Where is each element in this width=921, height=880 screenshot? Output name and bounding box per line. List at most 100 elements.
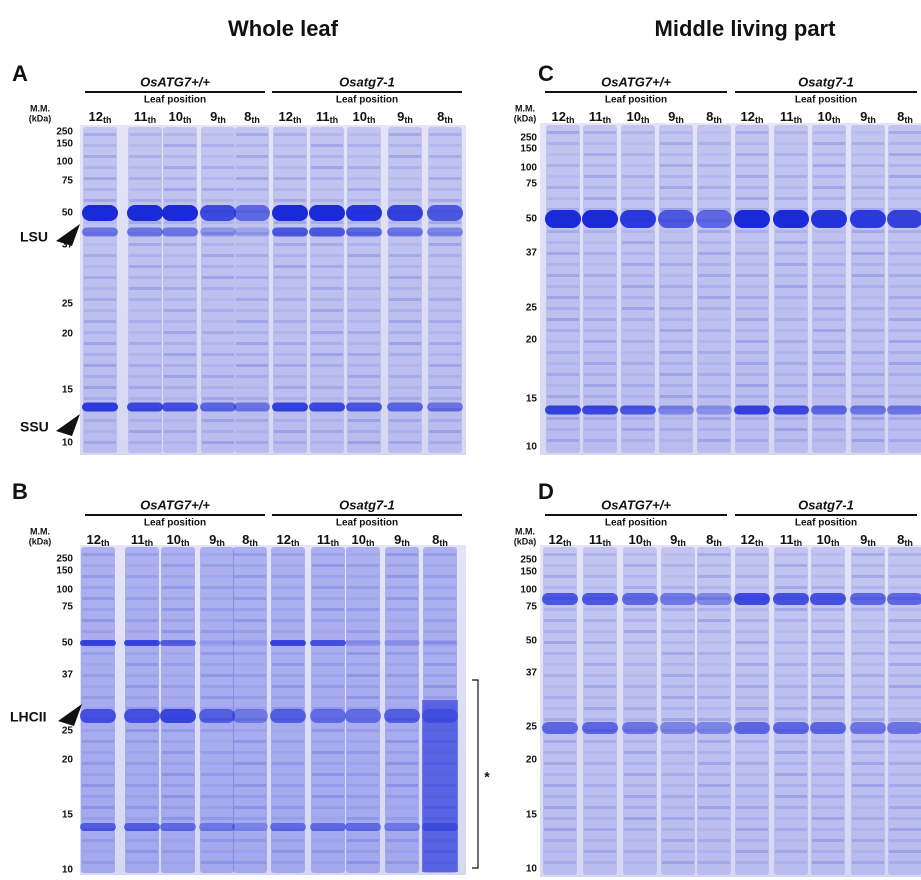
gel-stripe xyxy=(736,674,768,677)
lane-suffix: th xyxy=(291,538,300,548)
gel-stripe xyxy=(126,861,158,864)
gel-stripe xyxy=(164,177,196,180)
gel-stripe xyxy=(272,850,304,853)
gel-stripe xyxy=(852,395,884,398)
unit-label: (kDa) xyxy=(29,113,52,123)
gel-band xyxy=(427,205,463,221)
gel-stripe xyxy=(813,417,845,420)
gel-stripe xyxy=(84,144,116,147)
gel-stripe xyxy=(813,241,845,244)
genotype: OsATG7+/+ xyxy=(140,74,210,89)
marker-label: 15 xyxy=(526,394,538,405)
gel-stripe xyxy=(812,740,844,743)
lane-suffix: th xyxy=(183,115,192,125)
gel-stripe xyxy=(662,751,694,754)
gel-stripe xyxy=(82,586,114,589)
gel-stripe xyxy=(164,342,196,345)
lane-suffix: th xyxy=(216,538,225,548)
gel-stripe xyxy=(348,419,380,422)
gel-stripe xyxy=(544,674,576,677)
gel-band xyxy=(310,640,346,646)
gel-stripe xyxy=(429,177,461,180)
gel-band xyxy=(272,227,308,237)
gel-stripe xyxy=(126,817,158,820)
gel-stripe xyxy=(584,263,616,266)
gel-stripe xyxy=(889,175,921,178)
gel-stripe xyxy=(813,252,845,255)
gel-stripe xyxy=(624,784,656,787)
gel-stripe xyxy=(852,285,884,288)
gel-stripe xyxy=(624,685,656,688)
gel-stripe xyxy=(424,564,456,567)
gel-stripe xyxy=(660,208,692,211)
gel-stripe xyxy=(775,208,807,211)
gel-stripe xyxy=(82,619,114,622)
gel-band xyxy=(427,402,463,412)
gel-stripe xyxy=(775,707,807,710)
gel-band xyxy=(162,227,198,237)
gel-stripe xyxy=(662,817,694,820)
gel-stripe xyxy=(736,641,768,644)
gel-band xyxy=(810,593,846,605)
gel-stripe xyxy=(347,740,379,743)
gel-stripe xyxy=(812,575,844,578)
lane-suffix: th xyxy=(755,538,764,548)
gel-stripe xyxy=(84,243,116,246)
gel-band xyxy=(660,722,696,734)
gel-band xyxy=(345,709,381,723)
marker-label: 250 xyxy=(520,555,537,566)
gel-stripe xyxy=(775,351,807,354)
gel-stripe xyxy=(775,674,807,677)
gel-stripe xyxy=(660,351,692,354)
gel-stripe xyxy=(660,417,692,420)
gel-stripe xyxy=(584,586,616,589)
marker-label: 20 xyxy=(62,329,74,340)
gel-stripe xyxy=(547,362,579,365)
gel-band xyxy=(620,405,656,415)
gel-stripe xyxy=(347,696,379,699)
gel-stripe xyxy=(584,784,616,787)
gel-stripe xyxy=(389,386,421,389)
gel-stripe xyxy=(698,406,730,409)
gel-stripe xyxy=(389,364,421,367)
gel-stripe xyxy=(622,153,654,156)
gel-stripe xyxy=(622,142,654,145)
gel-stripe xyxy=(389,276,421,279)
gel-stripe xyxy=(698,164,730,167)
gel-stripe xyxy=(84,386,116,389)
gel-stripe xyxy=(889,564,921,567)
gel-stripe xyxy=(662,806,694,809)
gel-stripe xyxy=(424,696,456,699)
gel-stripe xyxy=(162,795,194,798)
gel-stripe xyxy=(84,155,116,158)
gel-stripe xyxy=(584,373,616,376)
gel-stripe xyxy=(889,263,921,266)
gel-stripe xyxy=(348,177,380,180)
lane-suffix: th xyxy=(831,538,840,548)
gel-stripe xyxy=(386,553,418,556)
gel-stripe xyxy=(813,263,845,266)
gel-stripe xyxy=(775,263,807,266)
gel-stripe xyxy=(429,441,461,444)
marker-label: 50 xyxy=(62,208,74,219)
gel-stripe xyxy=(813,329,845,332)
gel-band xyxy=(162,205,198,221)
gel-stripe xyxy=(272,696,304,699)
gel-stripe xyxy=(736,175,768,178)
gel-band xyxy=(80,640,116,646)
gel-stripe xyxy=(812,806,844,809)
gel-stripe xyxy=(775,439,807,442)
gel-stripe xyxy=(736,806,768,809)
gel-stripe xyxy=(162,729,194,732)
gel-stripe xyxy=(813,362,845,365)
gel-stripe xyxy=(312,553,344,556)
gel-stripe xyxy=(386,707,418,710)
gel-stripe xyxy=(202,254,234,257)
gel-stripe xyxy=(312,784,344,787)
lane-suffix: th xyxy=(404,115,413,125)
gel-stripe xyxy=(234,630,266,633)
gel-stripe xyxy=(162,762,194,765)
gel-stripe xyxy=(201,784,233,787)
gel-stripe xyxy=(312,762,344,765)
gel-stripe xyxy=(429,221,461,224)
